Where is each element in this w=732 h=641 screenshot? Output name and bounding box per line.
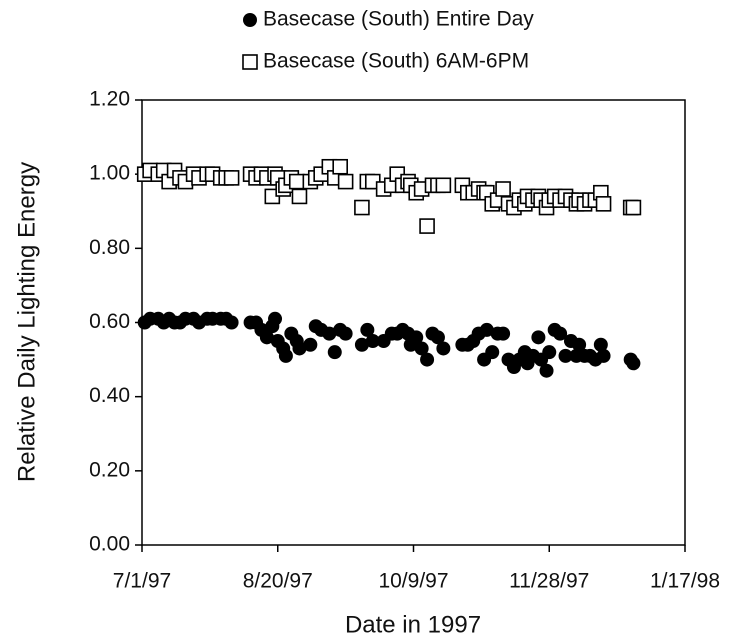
legend-marker: [243, 13, 257, 27]
point: [354, 199, 370, 216]
point: [595, 196, 612, 212]
point: [572, 337, 587, 352]
point: [327, 345, 342, 360]
x-tick-label: 11/28/97: [509, 570, 589, 593]
point: [495, 181, 511, 197]
point: [354, 337, 369, 352]
legend-marker: [242, 54, 258, 70]
x-tick-label: 10/9/97: [378, 570, 448, 593]
point: [419, 218, 435, 234]
x-tick-label: 1/17/98: [650, 570, 720, 593]
point: [224, 315, 239, 330]
point: [292, 341, 307, 356]
x-tick-label: 7/1/97: [113, 570, 171, 593]
point: [337, 173, 354, 190]
point: [332, 158, 348, 175]
point: [479, 322, 494, 337]
y-tick-label: 1.00: [89, 162, 130, 185]
y-tick-label: 0.20: [89, 458, 130, 481]
point: [338, 326, 353, 341]
point: [278, 348, 293, 363]
point: [596, 348, 611, 363]
point: [531, 330, 546, 345]
point: [539, 363, 554, 378]
legend-label: Basecase (South) 6AM-6PM: [263, 50, 529, 73]
point: [436, 341, 451, 356]
point: [223, 170, 240, 186]
point: [496, 326, 511, 341]
y-tick-label: 1.20: [89, 88, 130, 111]
legend-label: Basecase (South) Entire Day: [263, 8, 534, 31]
point: [626, 356, 641, 371]
point: [268, 311, 283, 326]
point: [259, 330, 274, 345]
point: [625, 199, 642, 216]
point: [542, 345, 557, 360]
point: [420, 352, 435, 367]
point: [430, 330, 445, 345]
point: [593, 337, 608, 352]
point: [414, 341, 429, 356]
y-tick-label: 0.80: [89, 236, 130, 259]
y-axis-label: Relative Daily Lighting Energy: [13, 162, 40, 482]
y-tick-label: 0.40: [89, 384, 130, 407]
point: [558, 348, 573, 363]
point: [485, 345, 500, 360]
point: [291, 188, 308, 205]
point: [409, 330, 424, 345]
point: [553, 326, 568, 341]
point: [365, 334, 380, 349]
x-tick-label: 8/20/97: [243, 570, 313, 593]
y-tick-label: 0.00: [89, 533, 130, 556]
x-axis-label: Date in 1997: [345, 611, 481, 638]
point: [322, 326, 337, 341]
point: [360, 322, 375, 337]
point: [303, 337, 318, 352]
point: [435, 177, 452, 194]
y-tick-label: 0.60: [89, 310, 130, 333]
point: [288, 173, 305, 190]
